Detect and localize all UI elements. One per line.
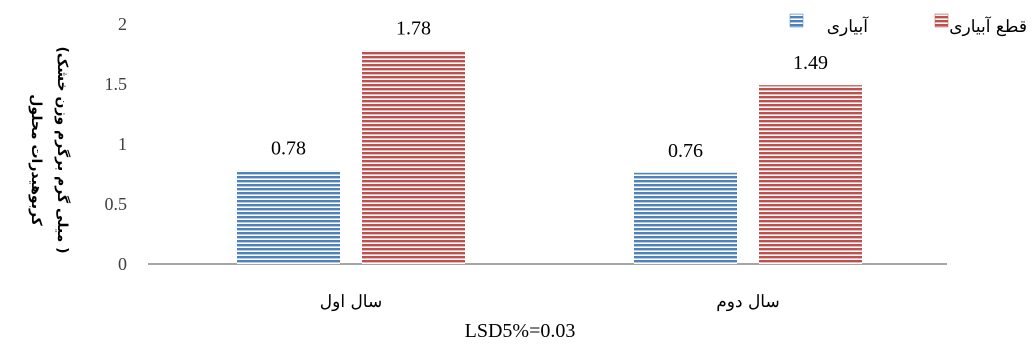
- bar-value-label: 1.78: [396, 17, 431, 39]
- legend-swatch-no-irrigation: [934, 13, 949, 28]
- y-axis-ticks: 0 0.5 1 1.5 2: [105, 14, 128, 274]
- bar-irrigation: [634, 172, 737, 264]
- y-tick-label: 2: [118, 14, 127, 34]
- category-labels: سال اول سال دوم: [320, 292, 780, 312]
- bar-no-irrigation: [759, 85, 862, 264]
- bar-value-label: 1.49: [793, 52, 828, 74]
- data-labels: 0.78 1.78 0.76 1.49: [271, 17, 828, 161]
- bar-no-irrigation: [362, 50, 465, 265]
- bars: [237, 50, 862, 265]
- legend: آبیاری قطع آبیاری: [789, 13, 1027, 37]
- lsd-note: LSD5%=0.03: [465, 320, 576, 342]
- legend-label-no-irrigation: قطع آبیاری: [949, 15, 1027, 37]
- y-axis-title-line1: کربوهیدرات محلول: [28, 94, 44, 226]
- y-tick-label: 0.5: [105, 194, 128, 214]
- category-label: سال دوم: [716, 292, 779, 312]
- bar-value-label: 0.78: [271, 137, 306, 159]
- category-label: سال اول: [320, 292, 382, 312]
- bar-irrigation: [237, 170, 340, 264]
- y-tick-label: 1: [118, 134, 127, 154]
- bar-value-label: 0.76: [668, 140, 703, 162]
- legend-swatch-irrigation: [789, 13, 804, 28]
- y-tick-label: 1.5: [105, 74, 128, 94]
- legend-label-irrigation: آبیاری: [827, 15, 870, 37]
- y-axis-title: کربوهیدرات محلول (میلی گرم برگرم وزن خشک…: [28, 46, 71, 253]
- y-tick-label: 0: [118, 254, 127, 274]
- y-axis-title-line2: (میلی گرم برگرم وزن خشک ): [54, 46, 71, 253]
